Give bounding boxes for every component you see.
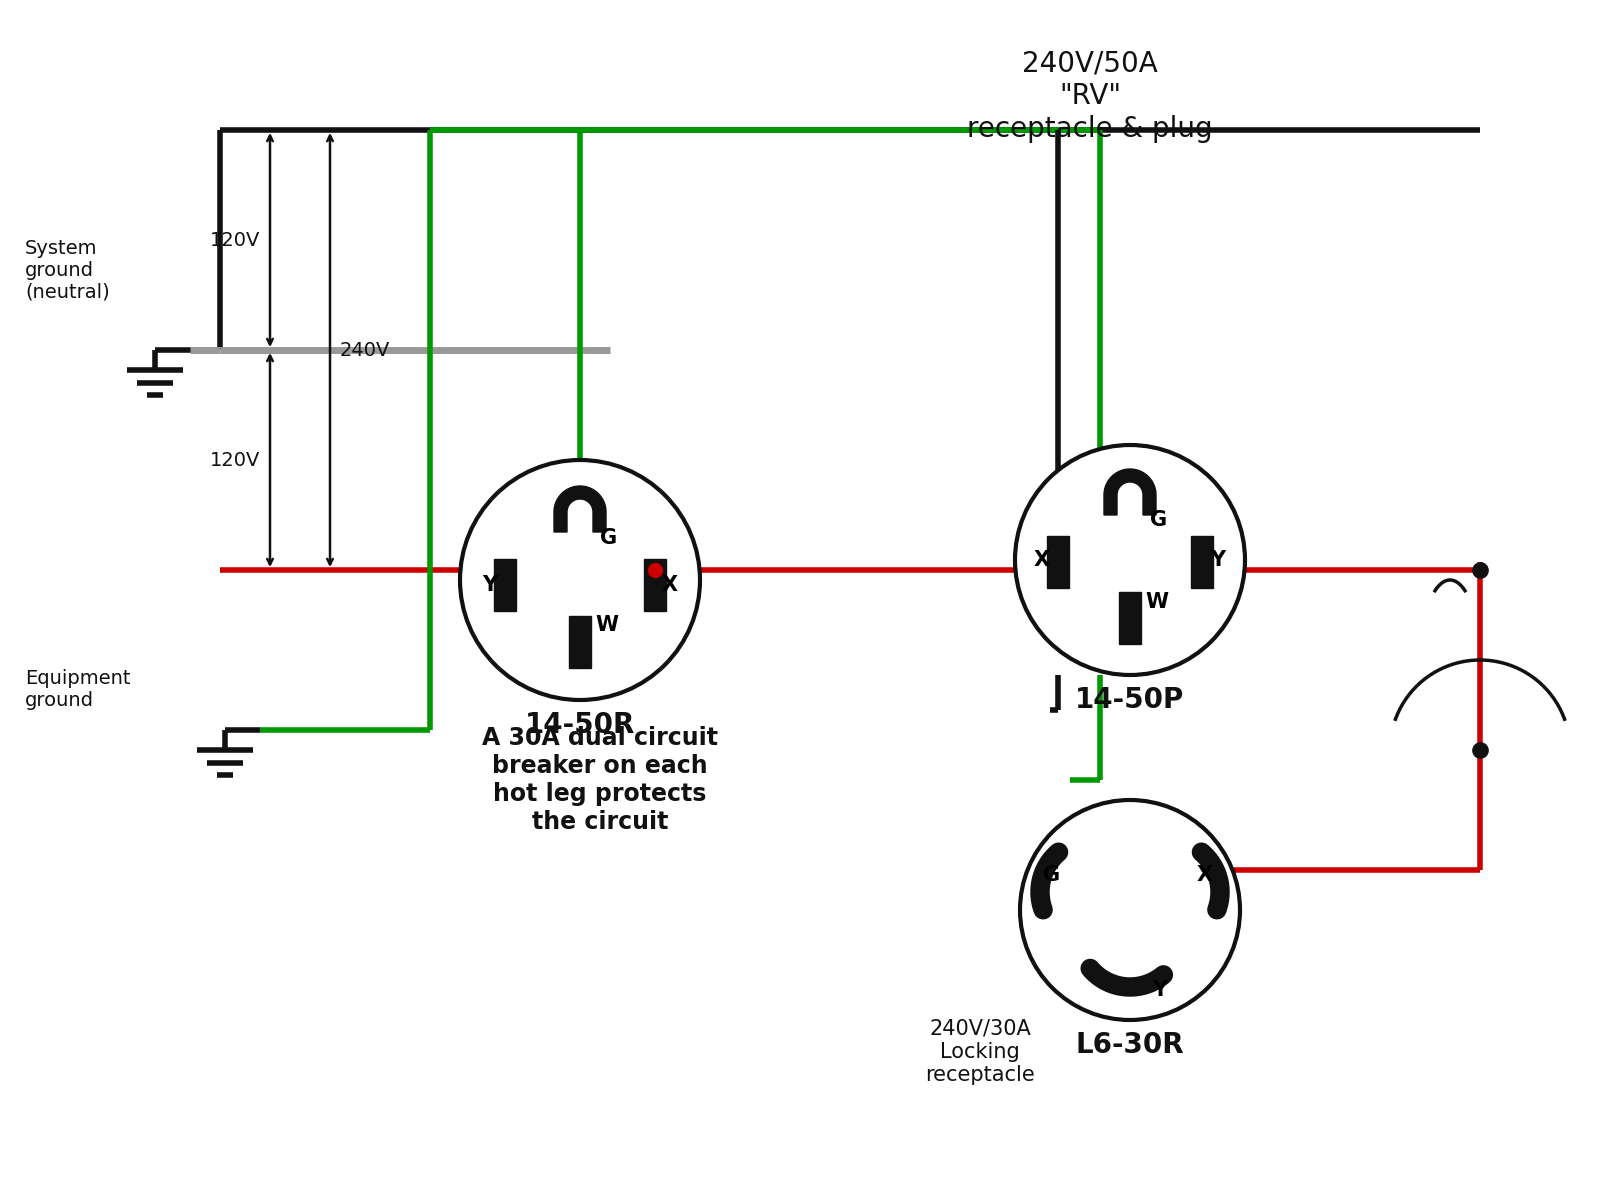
Text: A 30A dual circuit
breaker on each
hot leg protects
the circuit: A 30A dual circuit breaker on each hot l… (482, 727, 718, 834)
Text: G: G (1043, 865, 1061, 885)
Text: Y: Y (483, 575, 498, 595)
Polygon shape (1104, 468, 1155, 514)
Text: 14-50R: 14-50R (525, 712, 635, 739)
Text: 120V: 120V (210, 230, 259, 249)
Bar (1190, 536, 1213, 588)
Text: 240V/30A
Locking
receptacle: 240V/30A Locking receptacle (925, 1018, 1035, 1084)
Text: System
ground
(neutral): System ground (neutral) (26, 238, 110, 302)
Text: W: W (595, 615, 618, 635)
Text: W: W (1146, 592, 1168, 612)
Text: X: X (1034, 550, 1050, 570)
Text: X: X (662, 575, 678, 595)
Circle shape (1021, 800, 1240, 1020)
Circle shape (1014, 445, 1245, 675)
Text: Equipment
ground: Equipment ground (26, 669, 131, 710)
Polygon shape (554, 486, 606, 532)
Bar (570, 616, 590, 668)
Text: Y: Y (1211, 550, 1226, 570)
Bar (1046, 536, 1069, 588)
Bar (643, 559, 666, 611)
Text: L6-30R: L6-30R (1075, 1031, 1184, 1058)
Text: X: X (1197, 865, 1213, 885)
Text: 240V/50A
"RV"
receptacle & plug: 240V/50A "RV" receptacle & plug (966, 50, 1213, 143)
Text: 240V: 240V (339, 341, 390, 360)
Text: 14-50P: 14-50P (1075, 686, 1184, 714)
Bar (1118, 592, 1141, 644)
Circle shape (461, 460, 701, 700)
Text: G: G (1150, 510, 1166, 530)
Bar (494, 559, 515, 611)
Text: Y: Y (1152, 981, 1168, 999)
Text: 120V: 120V (210, 451, 259, 470)
Text: G: G (600, 527, 618, 548)
